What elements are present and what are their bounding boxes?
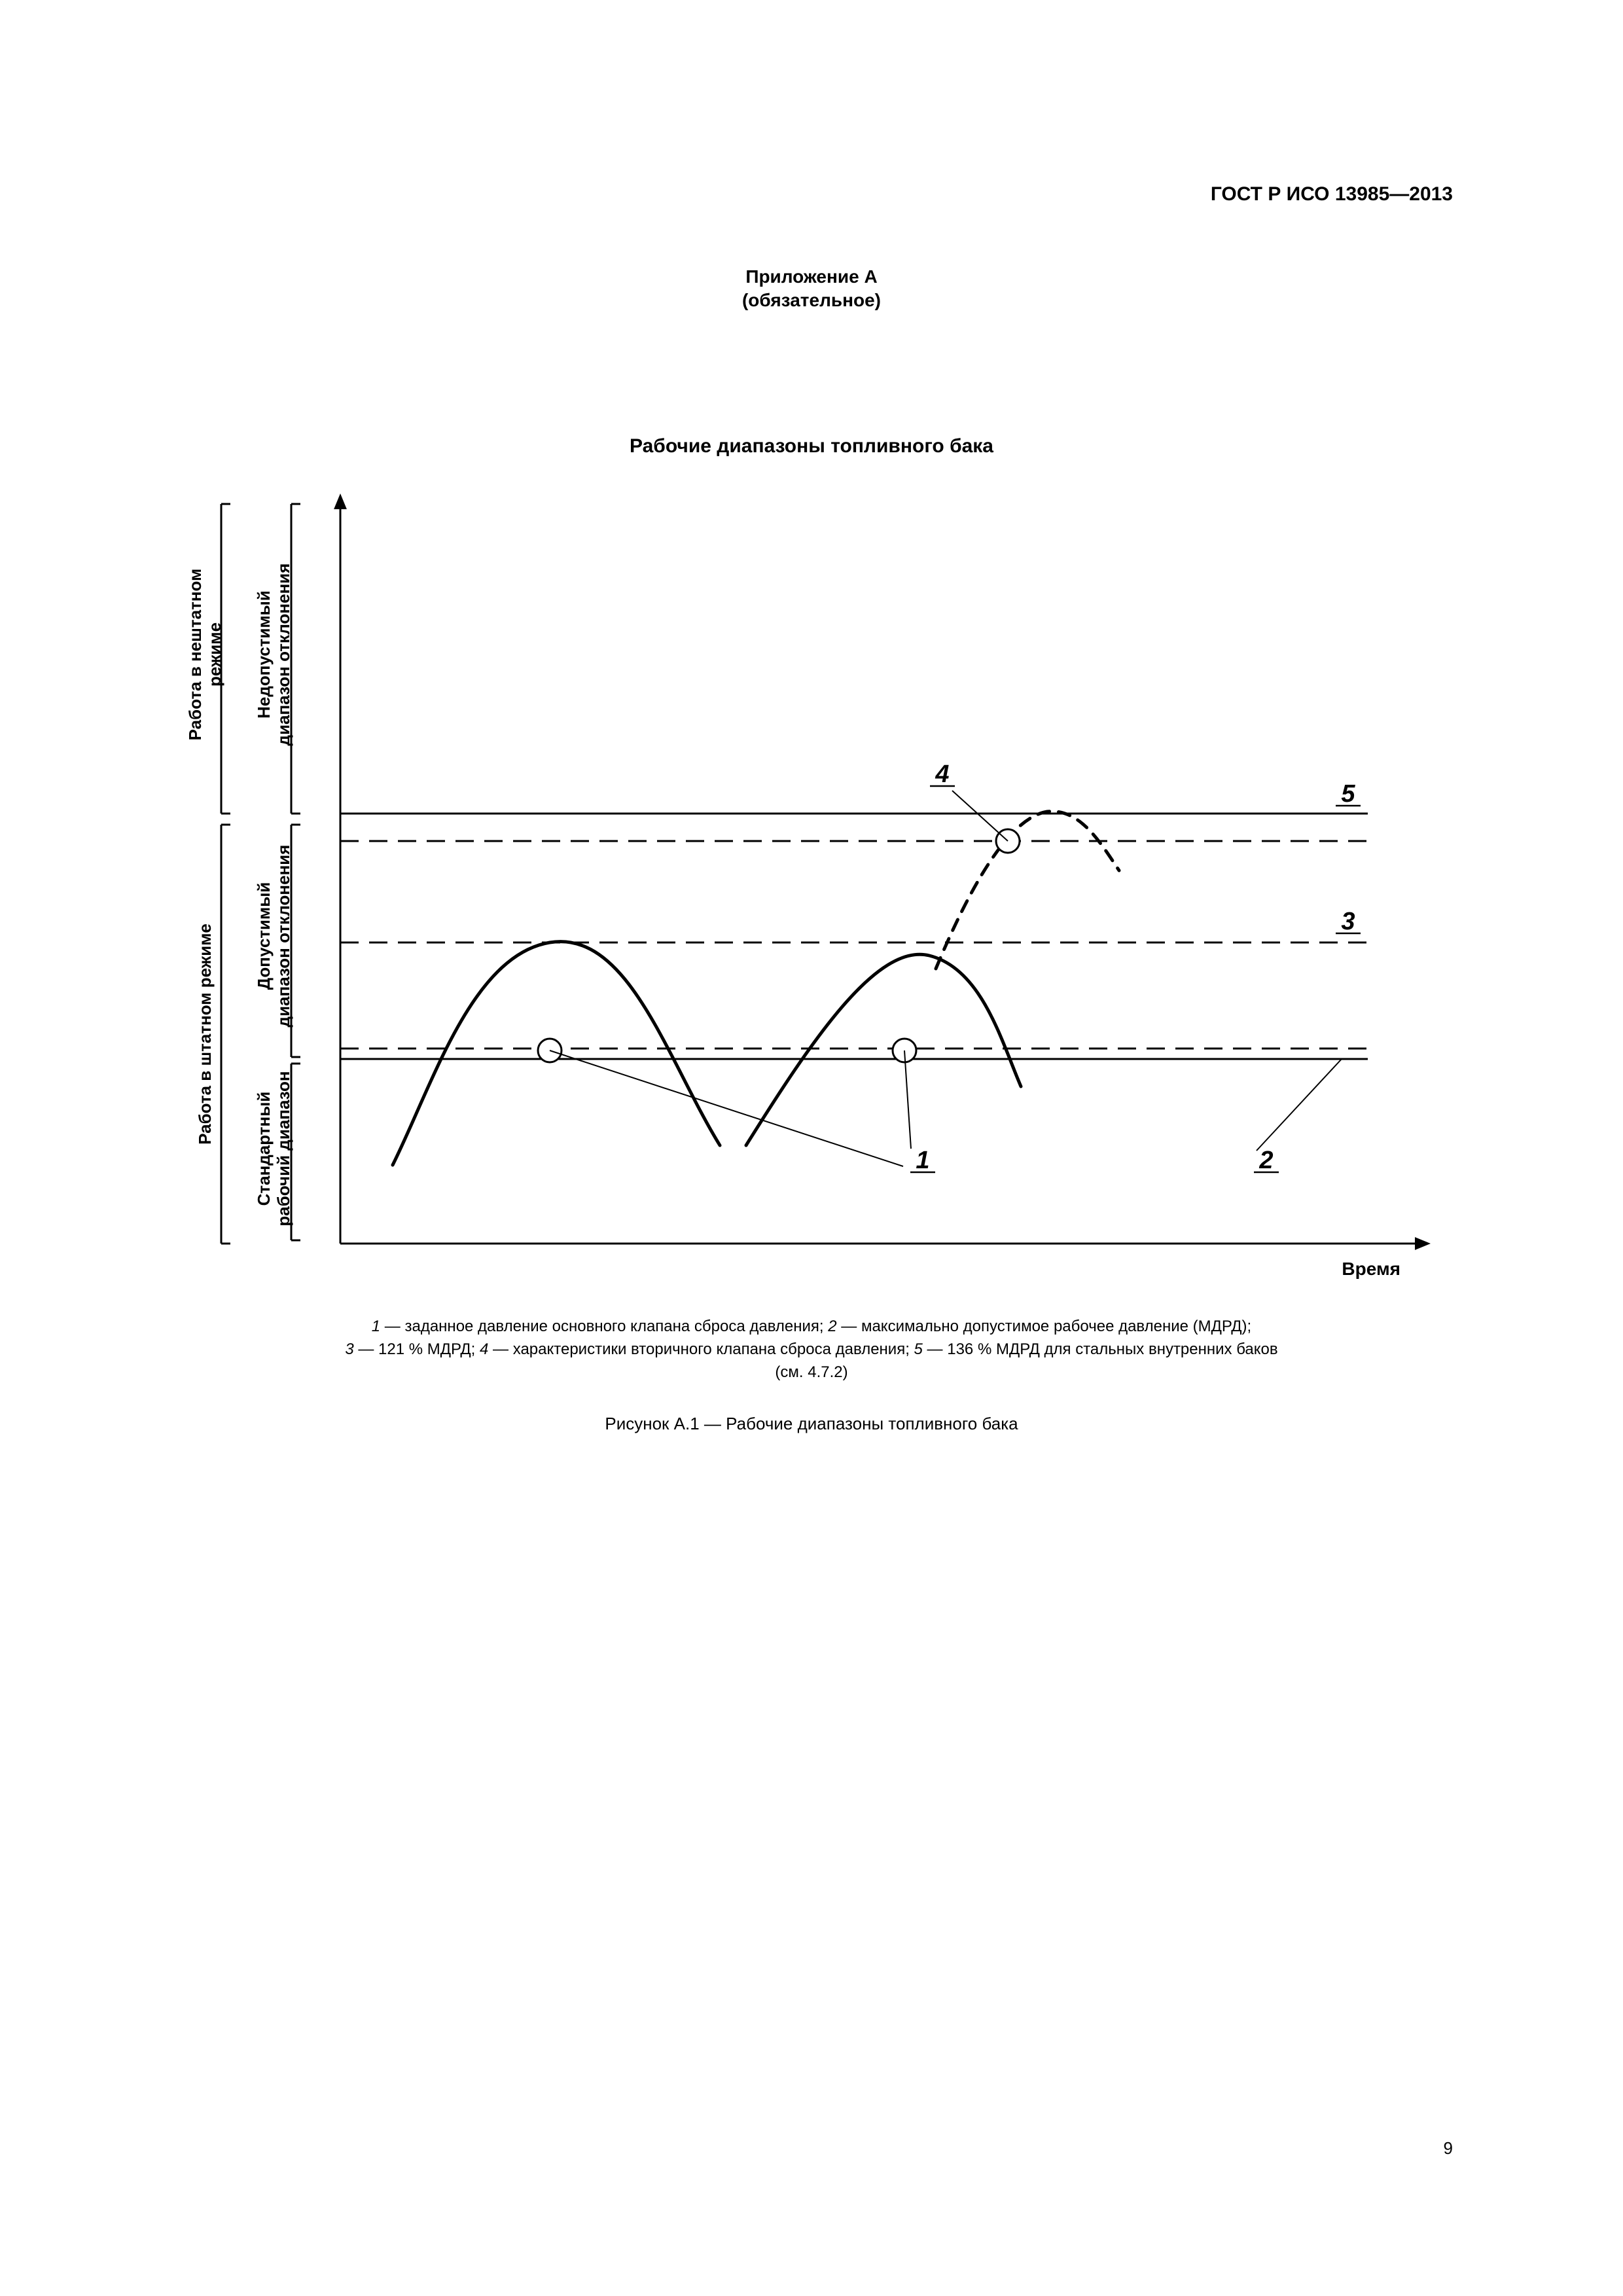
chart-title: Рабочие диапазоны топливного бака xyxy=(0,435,1623,457)
svg-text:4: 4 xyxy=(935,761,949,788)
appendix-line1: Приложение А xyxy=(0,265,1623,289)
svg-text:3: 3 xyxy=(1341,908,1355,935)
chart-svg: Работа в нештатномрежиме Работа в штатном… xyxy=(183,484,1453,1283)
svg-text:Допустимый: Допустимый xyxy=(254,882,274,990)
figure-caption: Рисунок А.1 — Рабочие диапазоны топливно… xyxy=(0,1414,1623,1434)
appendix-line2: (обязательное) xyxy=(0,289,1623,312)
svg-text:Время: Время xyxy=(1342,1259,1400,1279)
svg-text:1: 1 xyxy=(916,1147,929,1174)
svg-text:Работа в штатном режиме: Работа в штатном режиме xyxy=(195,924,215,1145)
svg-text:диапазон отклонения: диапазон отклонения xyxy=(274,564,293,746)
svg-text:режиме: режиме xyxy=(205,622,224,687)
page-number: 9 xyxy=(1444,2138,1453,2159)
svg-text:5: 5 xyxy=(1341,780,1355,808)
svg-text:Недопустимый: Недопустимый xyxy=(254,590,274,719)
appendix-heading: Приложение А (обязательное) xyxy=(0,265,1623,313)
svg-text:диапазон отклонения: диапазон отклонения xyxy=(274,845,293,1028)
svg-text:Работа в нештатном: Работа в нештатном xyxy=(185,569,205,741)
svg-text:Стандартный: Стандартный xyxy=(254,1092,274,1206)
document-code: ГОСТ Р ИСО 13985—2013 xyxy=(1211,183,1453,206)
chart-container: Работа в нештатномрежиме Работа в штатном… xyxy=(183,484,1453,1283)
chart-legend: 1 — заданное давление основного клапана … xyxy=(170,1316,1453,1384)
svg-text:рабочий диапазон: рабочий диапазон xyxy=(274,1071,293,1226)
svg-text:2: 2 xyxy=(1258,1147,1273,1174)
